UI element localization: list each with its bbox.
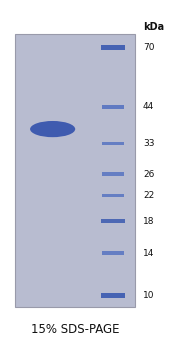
FancyBboxPatch shape (102, 142, 124, 145)
Text: 22: 22 (143, 191, 154, 200)
Text: 14: 14 (143, 249, 154, 257)
FancyBboxPatch shape (101, 219, 125, 223)
FancyBboxPatch shape (15, 34, 135, 307)
Text: 70: 70 (143, 43, 154, 52)
FancyBboxPatch shape (102, 172, 124, 176)
Text: 26: 26 (143, 169, 154, 179)
Text: 10: 10 (143, 292, 154, 300)
FancyBboxPatch shape (102, 251, 124, 255)
Ellipse shape (30, 121, 75, 137)
FancyBboxPatch shape (101, 294, 125, 298)
FancyBboxPatch shape (101, 45, 125, 50)
Text: 15% SDS-PAGE: 15% SDS-PAGE (31, 323, 119, 336)
FancyBboxPatch shape (102, 194, 124, 197)
Text: kDa: kDa (143, 23, 164, 32)
Text: 33: 33 (143, 139, 154, 148)
Text: 18: 18 (143, 217, 154, 225)
FancyBboxPatch shape (102, 105, 124, 109)
Text: 44: 44 (143, 103, 154, 112)
